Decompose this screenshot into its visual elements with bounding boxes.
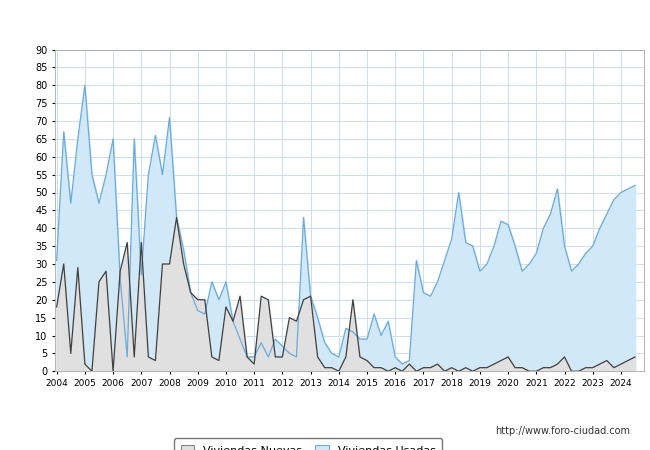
Legend: Viviendas Nuevas, Viviendas Usadas: Viviendas Nuevas, Viviendas Usadas <box>174 438 442 450</box>
Text: http://www.foro-ciudad.com: http://www.foro-ciudad.com <box>495 427 630 436</box>
Text: Carreño - Evolucion del Nº de Transacciones Inmobiliarias: Carreño - Evolucion del Nº de Transaccio… <box>86 14 564 33</box>
